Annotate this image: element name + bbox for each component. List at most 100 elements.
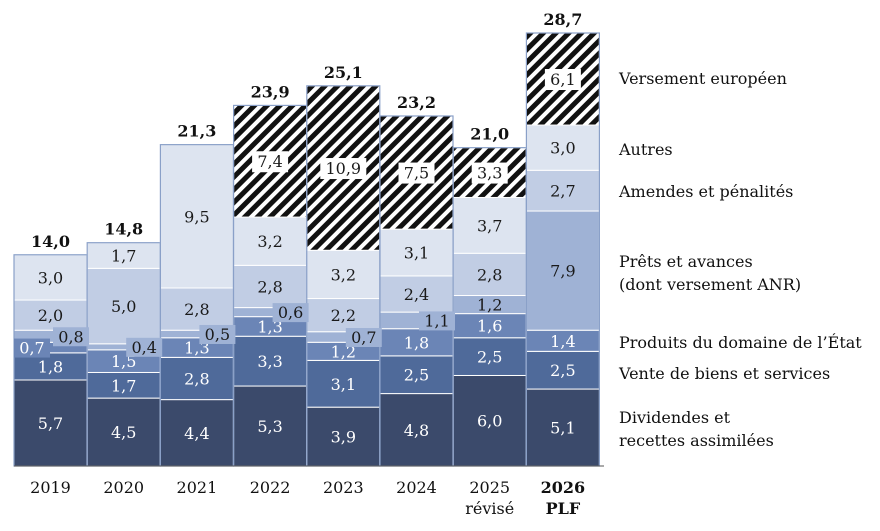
value-label-europeen-2024: 7,5 [404,164,429,183]
legend-label-amendes: Amendes et pénalités [618,182,793,201]
value-label-prets-2021: 0,5 [205,325,230,344]
value-label-autres-2019: 3,0 [38,268,63,287]
bar-segment-vente-2021 [159,356,234,401]
bar-segment-vente-2023 [306,359,381,408]
value-label-autres-2023: 3,2 [331,265,356,284]
bar-segment-vente-2026 [525,350,600,390]
value-label-amendes-2023: 2,2 [331,306,356,325]
value-label-prets-2022: 0,6 [278,303,303,322]
value-label-vente-2025: 2,5 [477,348,502,367]
bar-segment-dividendes-2023 [306,406,381,467]
legend-label-domaine: Produits du domaine de l’État [619,332,862,352]
value-label-dividendes-2023: 3,9 [331,428,356,447]
bar-segment-dividendes-2019 [13,379,88,467]
value-label-amendes-2021: 2,8 [184,300,209,319]
value-label-domaine-2023: 1,2 [331,342,356,361]
bar-segment-vente-2020 [86,371,161,399]
x-tick-label-2019: 2019 [30,478,71,497]
value-label-vente-2022: 3,3 [257,352,282,371]
total-label-2020: 14,8 [104,220,143,239]
x-tick-label-2020: 2020 [103,478,144,497]
total-label-2026: 28,7 [543,10,582,29]
x-tick-label-2024: 2024 [396,478,437,497]
value-label-amendes-2022: 2,8 [257,277,282,296]
total-label-2025: 21,0 [470,125,509,144]
value-label-domaine-2025: 1,6 [477,317,502,336]
total-label-2019: 14,0 [31,232,70,251]
value-label-bg-europeen-2023 [320,158,367,180]
value-label-dividendes-2019: 5,7 [38,414,63,433]
value-label-autres-2026: 3,0 [550,139,575,158]
value-label-dividendes-2026: 5,1 [550,419,575,438]
value-label-vente-2024: 2,5 [404,366,429,385]
value-label-autres-2024: 3,1 [404,244,429,263]
value-label-bg-europeen-2024 [398,162,435,184]
legend-label-vente: Vente de biens et services [618,364,830,383]
legend-label-prets-line2: (dont versement ANR) [619,275,801,294]
value-label-bg-prets-2024 [419,311,455,331]
legend-label-europeen: Versement européen [618,69,787,88]
value-label-amendes-2026: 2,7 [550,182,575,201]
value-label-dividendes-2022: 5,3 [257,417,282,436]
legend-label-dividendes: Dividendes et [619,408,731,427]
value-label-amendes-2025: 2,8 [477,265,502,284]
x-tick-label-2021: 2021 [177,478,218,497]
bar-segment-prets-2026 [525,210,600,331]
value-label-vente-2023: 3,1 [331,375,356,394]
value-label-prets-2026: 7,9 [550,262,575,281]
value-label-vente-2019: 1,8 [38,357,63,376]
bar-segment-vente-2024 [379,355,454,395]
legend: Dividendes et recettes assimilées Vente de… [618,69,862,450]
value-label-domaine-2024: 1,8 [404,333,429,352]
value-label-europeen-2023: 10,9 [325,159,361,178]
legend-label-dividendes-line2: recettes assimilées [619,431,774,450]
value-label-autres-2025: 3,7 [477,216,502,235]
value-label-domaine-2026: 1,4 [550,332,575,351]
bar-segment-amendes-2021 [159,287,234,331]
value-label-domaine-2020: 1,5 [111,352,136,371]
bar-segment-vente-2022 [233,335,308,387]
value-label-amendes-2020: 5,0 [111,297,136,316]
x-tick-label-2023: 2023 [323,478,364,497]
legend-label-prets: Prêts et avances [619,252,753,271]
x-tick-labels: 2019 2020 2021 2022 2023 2024 2025 révisé 2026 PL… [30,478,585,518]
x-tick-label-2026: 2026 [541,478,586,497]
value-label-prets-2020: 0,4 [131,338,156,357]
value-label-bg-prets-2022 [272,303,309,323]
value-label-prets-2023: 0,7 [351,328,376,347]
value-label-prets-2019: 0,8 [58,327,83,346]
value-label-bg-prets-2021 [199,324,236,344]
value-label-domaine-2022: 1,3 [257,317,282,336]
total-label-2023: 25,1 [324,63,363,82]
bar-segment-autres-2026 [525,124,600,171]
value-label-dividendes-2025: 6,0 [477,412,502,431]
bar-segment-amendes-2023 [306,298,381,333]
value-labels-layer: 5,71,80,70,82,03,014,04,51,71,50,45,01,7… [14,10,582,447]
value-label-bg-europeen-2025 [471,162,508,184]
value-label-dividendes-2020: 4,5 [111,423,136,442]
bar-segment-autres-2022 [233,216,308,266]
bar-segment-amendes-2022 [233,264,308,309]
value-label-dividendes-2021: 4,4 [184,424,209,443]
value-label-bg-prets-2023 [345,328,382,348]
value-label-vente-2026: 2,5 [550,361,575,380]
bar-segment-autres-2025 [452,196,527,254]
value-label-autres-2022: 3,2 [257,232,282,251]
value-label-vente-2021: 2,8 [184,369,209,388]
total-label-2024: 23,2 [397,93,436,112]
bar-segment-dividendes-2025 [452,374,527,467]
value-label-europeen-2026: 6,1 [550,70,575,89]
x-tick-label-2022: 2022 [250,478,291,497]
value-label-amendes-2019: 2,0 [38,306,63,325]
total-label-2022: 23,9 [251,82,290,101]
value-label-prets-2025: 1,2 [477,296,502,315]
x-tick-label-2025: 2025 [469,478,510,497]
bar-segment-dividendes-2022 [233,385,308,467]
bar-segment-amendes-2020 [86,267,161,345]
value-label-autres-2021: 9,5 [184,207,209,226]
value-label-prets-2024: 1,1 [424,311,449,330]
legend-label-autres: Autres [618,140,673,159]
value-label-vente-2020: 1,7 [111,376,136,395]
value-label-dividendes-2024: 4,8 [404,421,429,440]
